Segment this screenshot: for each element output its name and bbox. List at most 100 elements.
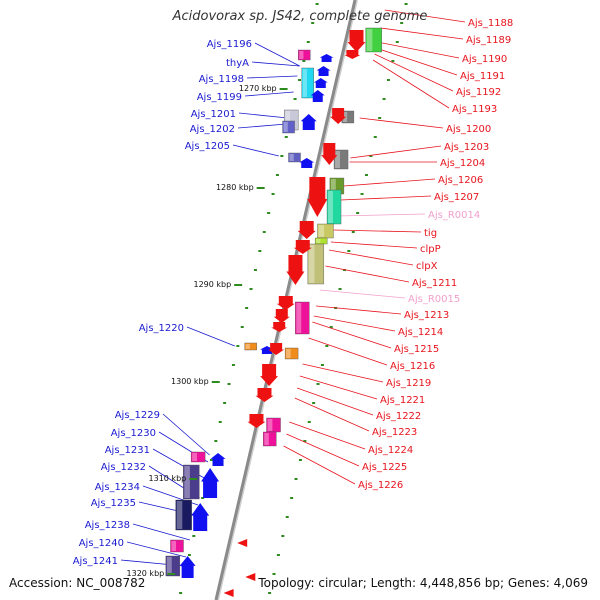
gene-arrow-reverse — [237, 539, 248, 547]
minor-tick — [284, 136, 288, 138]
gene-label-reverse[interactable]: Ajs_1225 — [362, 462, 407, 473]
minor-tick — [290, 497, 294, 499]
gene-label-reverse[interactable]: clpX — [416, 261, 438, 272]
gene-label-forward[interactable]: Ajs_1202 — [190, 124, 235, 135]
minor-tick — [378, 117, 382, 119]
gene-arrow-reverse — [321, 143, 338, 165]
gene-label-reverse[interactable]: Ajs_1223 — [372, 427, 417, 438]
leader-line — [319, 289, 406, 299]
gene-label-reverse[interactable]: Ajs_1213 — [404, 310, 449, 321]
gene-label-reverse[interactable]: Ajs_1191 — [460, 71, 505, 82]
leader-line — [333, 229, 422, 233]
minor-tick — [338, 288, 342, 290]
leader-line — [336, 213, 426, 217]
minor-tick — [311, 22, 315, 24]
minor-tick — [360, 193, 364, 195]
gene-block — [317, 223, 334, 239]
minor-tick — [386, 79, 390, 81]
gene-label-forward[interactable]: Ajs_1241 — [73, 556, 118, 567]
minor-tick — [179, 592, 183, 594]
minor-tick — [297, 79, 301, 81]
gene-label-reverse[interactable]: Ajs_1190 — [462, 54, 507, 65]
gene-label-forward[interactable]: Ajs_1205 — [185, 141, 230, 152]
gene-label-forward[interactable]: Ajs_1196 — [207, 39, 252, 50]
minor-tick — [307, 421, 311, 423]
gene-label-forward[interactable]: Ajs_1240 — [79, 538, 124, 549]
gene-label-reverse[interactable]: Ajs_1207 — [434, 192, 479, 203]
gene-label-forward[interactable]: Ajs_1235 — [91, 498, 136, 509]
gene-label-reverse[interactable]: Ajs_1206 — [438, 175, 483, 186]
leader-line — [254, 42, 300, 67]
gene-arrow-reverse — [307, 177, 328, 217]
gene-label-reverse[interactable]: clpP — [420, 244, 441, 255]
map-title: Acidovorax sp. JS42, complete genome — [172, 9, 428, 24]
gene-label-reverse[interactable]: Ajs_1211 — [412, 278, 457, 289]
gene-label-reverse[interactable]: Ajs_1203 — [444, 142, 489, 153]
minor-tick — [214, 440, 218, 442]
gene-label-forward[interactable]: Ajs_1199 — [197, 92, 242, 103]
gene-label-forward[interactable]: Ajs_1231 — [105, 445, 150, 456]
leader-line — [330, 241, 418, 249]
gene-label-forward[interactable]: Ajs_1234 — [95, 482, 140, 493]
minor-tick — [316, 383, 320, 385]
gene-label-reverse[interactable]: Ajs_1192 — [456, 87, 501, 98]
minor-tick — [253, 269, 257, 271]
gene-block — [266, 417, 281, 433]
gene-label-reverse[interactable]: Ajs_1226 — [358, 480, 403, 491]
minor-tick — [223, 402, 227, 404]
gene-label-reverse[interactable]: Ajs_1189 — [466, 35, 511, 46]
gene-arrow-forward — [191, 503, 210, 531]
leader-line — [325, 265, 410, 283]
gene-label-reverse[interactable]: Ajs_1193 — [452, 104, 497, 115]
gene-block — [307, 243, 325, 285]
leader-line — [359, 117, 444, 129]
gene-label-reverse[interactable]: Ajs_1219 — [386, 378, 431, 389]
gene-label-reverse[interactable]: Ajs_1215 — [394, 344, 439, 355]
minor-tick — [285, 516, 289, 518]
minor-tick — [268, 592, 272, 594]
gene-label-reverse[interactable]: Ajs_1221 — [380, 395, 425, 406]
leader-line — [372, 59, 450, 109]
leader-line — [302, 363, 384, 383]
gene-label-reverse[interactable]: Ajs_1216 — [390, 361, 435, 372]
gene-arrow-forward — [179, 556, 196, 578]
leader-line — [283, 445, 356, 485]
gene-label-reverse[interactable]: Ajs_1200 — [446, 124, 491, 135]
gene-arrow-reverse — [260, 364, 279, 386]
gene-label-forward[interactable]: Ajs_1198 — [199, 74, 244, 85]
gene-label-reverse[interactable]: tig — [424, 228, 437, 239]
gene-block — [298, 49, 311, 61]
gene-arrow-forward — [299, 158, 315, 168]
minor-tick — [249, 288, 253, 290]
gene-label-reverse[interactable]: Ajs_1222 — [376, 411, 421, 422]
gene-label-forward[interactable]: Ajs_1201 — [191, 109, 236, 120]
gene-label-forward[interactable]: Ajs_1229 — [115, 410, 160, 421]
minor-tick — [272, 573, 276, 575]
minor-tick — [400, 22, 404, 24]
minor-tick — [187, 554, 191, 556]
gene-block — [284, 347, 299, 360]
gene-block — [333, 149, 349, 170]
leader-line — [377, 41, 460, 59]
scale-label: 1320 kbp — [127, 569, 165, 578]
gene-label-forward[interactable]: thyA — [226, 58, 249, 69]
ruler-ticks — [179, 3, 408, 594]
gene-label-forward[interactable]: Ajs_1230 — [111, 428, 156, 439]
leader-line — [375, 47, 458, 76]
gene-block — [295, 301, 310, 335]
gene-label-reverse[interactable]: Ajs_1204 — [440, 158, 485, 169]
gene-label-forward[interactable]: Ajs_1232 — [101, 462, 146, 473]
gene-label-reverse[interactable]: Ajs_1224 — [368, 445, 413, 456]
rna-label[interactable]: Ajs_R0014 — [428, 210, 480, 221]
gene-label-reverse[interactable]: Ajs_1188 — [468, 18, 513, 29]
leader-line — [186, 326, 235, 347]
gene-block — [301, 67, 314, 99]
scale-labels: 1270 kbp 1280 kbp 1290 kbp 1300 kbp 1310 kbp… — [127, 84, 288, 578]
minor-tick — [356, 212, 360, 214]
leader-line — [238, 112, 288, 119]
rna-label[interactable]: Ajs_R0015 — [408, 294, 460, 305]
gene-label-reverse[interactable]: Ajs_1214 — [398, 327, 443, 338]
gene-label-forward[interactable]: Ajs_1220 — [139, 323, 184, 334]
gene-label-forward[interactable]: Ajs_1238 — [85, 520, 130, 531]
